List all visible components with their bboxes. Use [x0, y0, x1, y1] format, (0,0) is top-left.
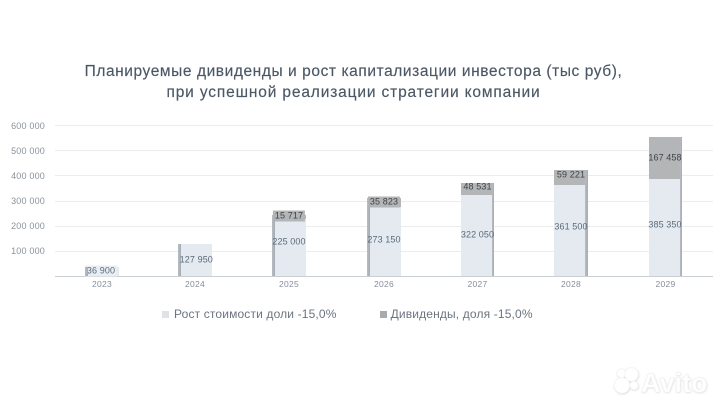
svg-text:Avito: Avito [641, 369, 708, 399]
svg-text:Avito: Avito [641, 368, 708, 398]
